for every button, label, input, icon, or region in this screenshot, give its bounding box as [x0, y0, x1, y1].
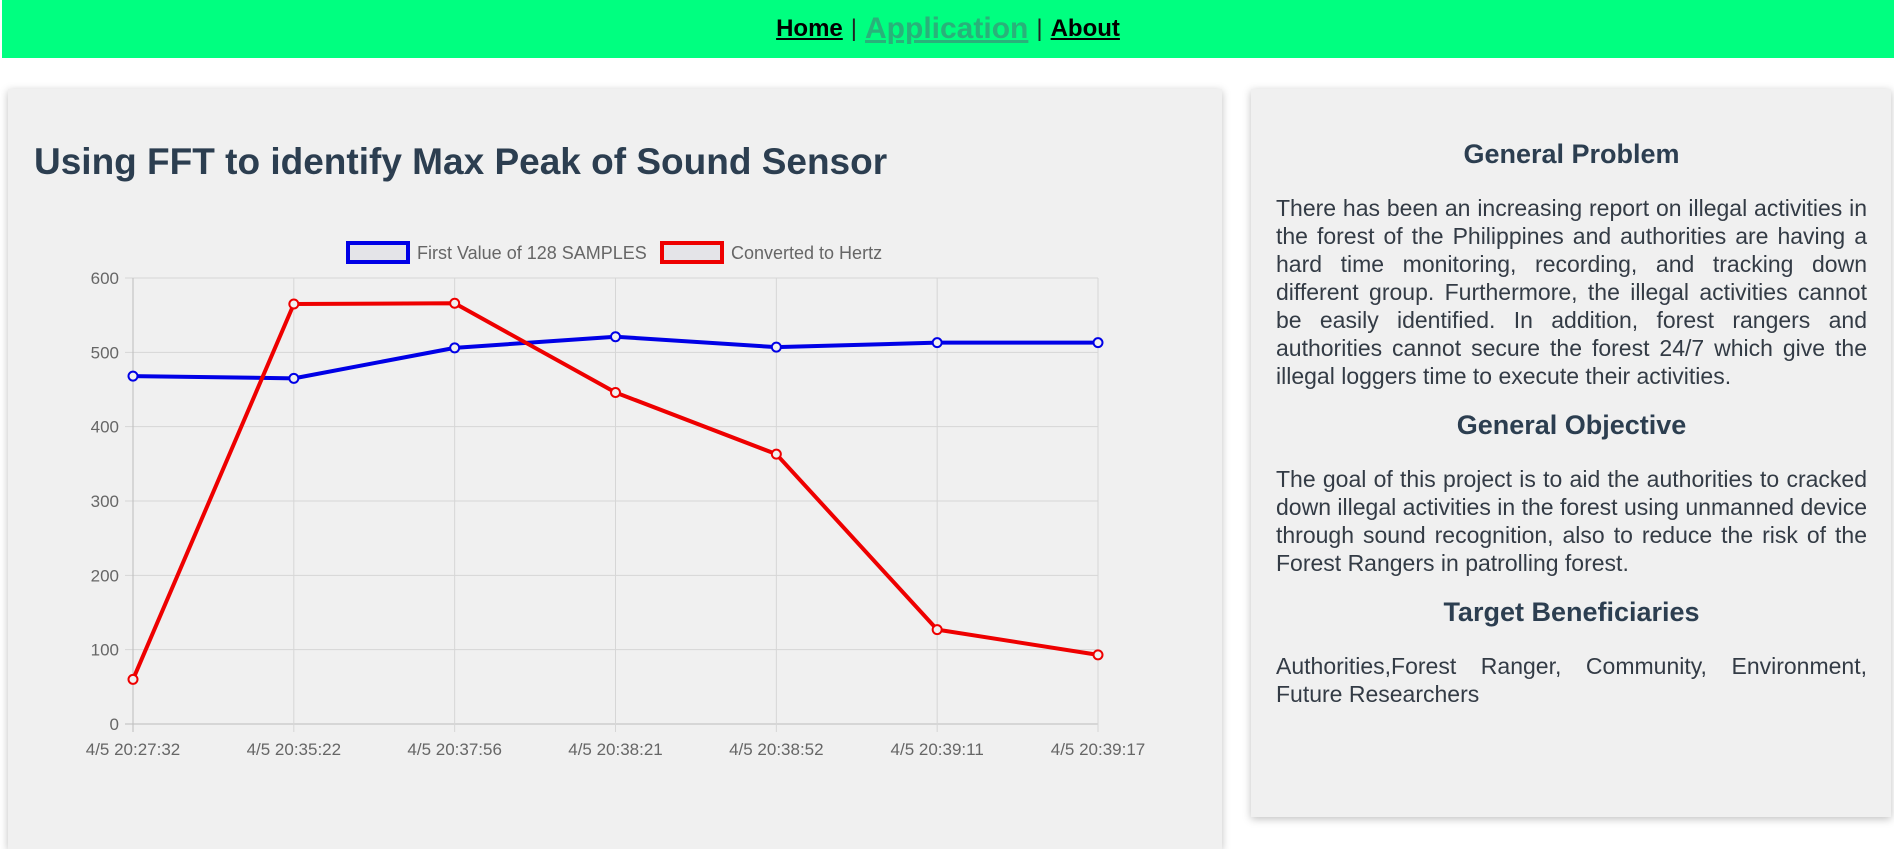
- y-tick-label: 500: [91, 343, 119, 362]
- data-point: [449, 297, 461, 309]
- data-point: [610, 331, 621, 343]
- line-chart: 0 100 200 300 400 500 600 4/5 20:27:32 4/5 20:35…: [86, 241, 1146, 759]
- target-beneficiaries-text: Authorities,Forest Ranger, Community, En…: [1276, 653, 1867, 707]
- y-tick-label: 0: [110, 715, 119, 734]
- data-point: [127, 370, 139, 382]
- y-tick-label: 600: [91, 269, 119, 288]
- x-tick-label: 4/5 20:27:32: [86, 740, 181, 759]
- nav-about-link[interactable]: About: [1050, 15, 1120, 42]
- page-title: Using FFT to identify Max Peak of Sound …: [34, 141, 888, 182]
- data-point: [931, 624, 943, 636]
- y-tick-label: 300: [91, 492, 119, 511]
- x-tick-label: 4/5 20:38:21: [568, 740, 663, 759]
- legend-label: Converted to Hertz: [731, 243, 882, 263]
- data-point: [610, 386, 621, 398]
- data-point: [127, 673, 139, 685]
- nav-application-link[interactable]: Application: [865, 12, 1029, 45]
- target-beneficiaries-heading: Target Beneficiaries: [1443, 597, 1700, 627]
- nav-home-link[interactable]: Home: [776, 15, 843, 42]
- data-point: [770, 448, 782, 460]
- data-point: [1092, 337, 1104, 349]
- legend-label: First Value of 128 SAMPLES: [417, 243, 647, 263]
- x-tick-label: 4/5 20:35:22: [247, 740, 342, 759]
- legend-swatch: [346, 241, 410, 264]
- x-tick-label: 4/5 20:39:11: [891, 740, 984, 759]
- x-tick-label: 4/5 20:38:52: [729, 740, 824, 759]
- y-tick-label: 400: [91, 418, 119, 437]
- x-tick-label: 4/5 20:37:56: [407, 740, 502, 759]
- data-point: [449, 342, 461, 354]
- general-problem-heading: General Problem: [1463, 139, 1680, 169]
- data-point: [288, 372, 300, 384]
- data-point: [288, 298, 300, 310]
- y-tick-label: 200: [91, 566, 119, 585]
- nav-separator: |: [850, 15, 858, 42]
- top-navigation-bar: Home | Application | About: [2, 0, 1894, 58]
- data-point: [931, 337, 943, 349]
- data-point: [770, 341, 782, 353]
- x-tick-label: 4/5 20:39:17: [1051, 740, 1146, 759]
- legend-swatch: [660, 241, 724, 264]
- general-objective-text: The goal of this project is to aid the a…: [1276, 466, 1867, 576]
- info-card: General Problem There has been an increa…: [1251, 89, 1891, 817]
- nav-separator: |: [1036, 15, 1043, 42]
- general-objective-heading: General Objective: [1456, 410, 1687, 440]
- data-point: [1092, 649, 1104, 661]
- general-problem-text: There has been an increasing report on i…: [1276, 195, 1867, 389]
- y-tick-label: 100: [91, 641, 119, 660]
- chart-card: Using FFT to identify Max Peak of Sound …: [8, 89, 1222, 849]
